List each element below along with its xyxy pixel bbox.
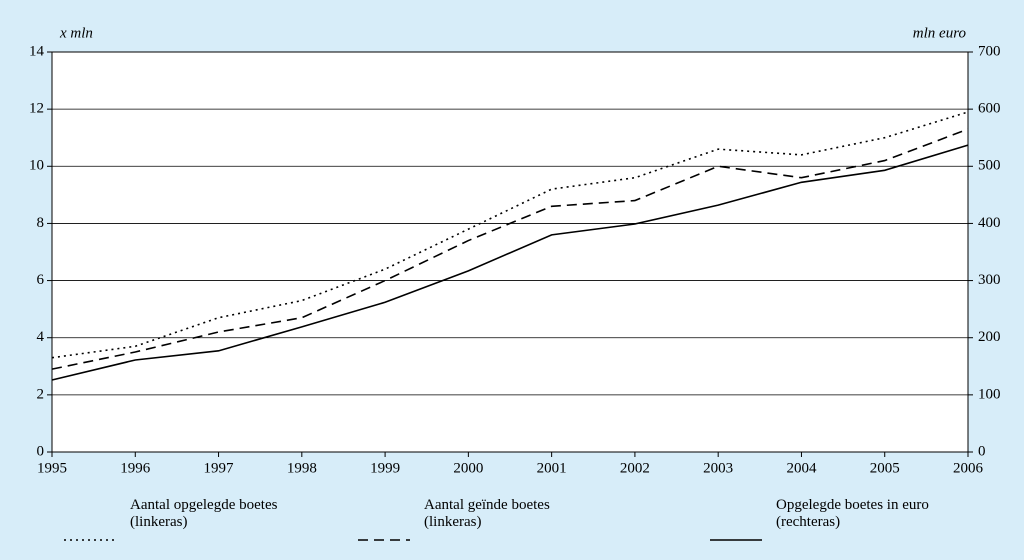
x-tick-label: 2003 [703,460,733,476]
x-tick-label: 1999 [370,460,400,476]
x-tick-label: 2006 [953,460,984,476]
x-tick-label: 2002 [620,460,650,476]
legend: Aantal opgelegde boetes (linkeras) Aantal… [0,497,1024,553]
y-axis-label: x mln [59,25,93,41]
x-tick-label: 1998 [287,460,317,476]
y-tick-label: 0 [37,443,45,459]
legend-swatch [64,539,116,541]
y-tick-label: 6 [37,272,45,288]
x-tick-label: 2001 [537,460,567,476]
y2-tick-label: 400 [978,215,1001,231]
line-series [51,111,969,359]
legend-swatch [710,539,762,541]
y-tick-label: 10 [29,158,44,174]
legend-swatch [358,539,410,541]
x-tick-label: 2000 [453,460,483,476]
legend-label: Opgelegde boetes in euro (rechteras) [776,497,929,530]
y2-tick-label: 200 [978,329,1001,345]
line-series [51,144,969,381]
y2-tick-label: 500 [978,158,1001,174]
y-tick-label: 12 [29,101,44,117]
x-tick-label: 1995 [37,460,67,476]
x-tick-label: 2004 [786,460,817,476]
y2-tick-label: 100 [978,386,1001,402]
y-tick-label: 14 [29,43,45,59]
chart: x mln mln euro 0 2 4 6 8 10 12 14 0 100 200 300 400 5… [29,25,1001,476]
y2-tick-label: 300 [978,272,1001,288]
y2-tick-label: 0 [978,443,986,459]
line-series [51,128,969,370]
y2-tick-label: 600 [978,101,1001,117]
y-tick-label: 8 [37,215,45,231]
y2-tick-label: 700 [978,43,1001,59]
legend-label: Aantal geïnde boetes (linkeras) [424,497,550,530]
y-tick-label: 4 [37,329,45,345]
x-tick-label: 2005 [870,460,900,476]
y-tick-label: 2 [37,386,45,402]
x-tick-label: 1997 [204,460,235,476]
x-tick-label: 1996 [120,460,151,476]
legend-label: Aantal opgelegde boetes (linkeras) [130,497,278,530]
y2-axis-label: mln euro [913,25,967,41]
